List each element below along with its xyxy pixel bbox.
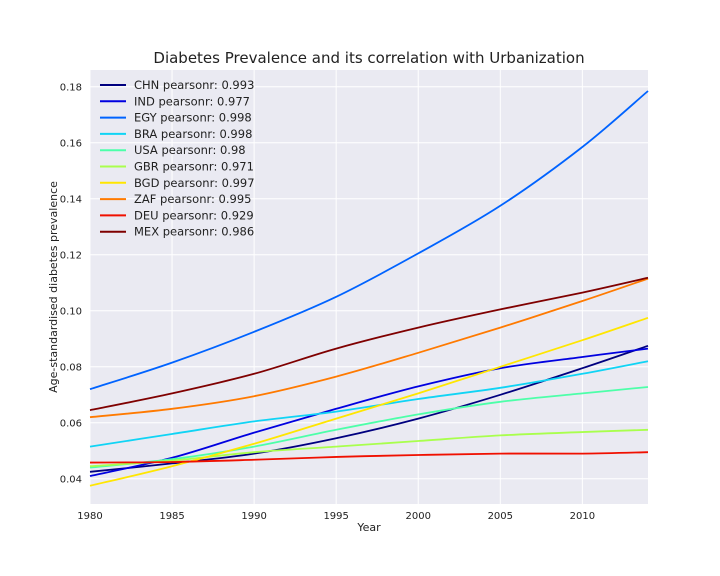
series-line-zaf [89, 277, 649, 419]
series-line-usa [89, 386, 649, 469]
x-tick-label: 1985 [159, 511, 184, 522]
legend-label: ZAF pearsonr: 0.995 [134, 192, 251, 206]
legend-label: GBR pearsonr: 0.971 [134, 160, 254, 174]
y-axis-label: Age-standardised diabetes prevalence [47, 181, 60, 393]
series-line-mex [89, 276, 649, 412]
y-tick-label: 0.10 [60, 306, 82, 317]
y-tick-label: 0.04 [60, 474, 82, 485]
series-line-ind [89, 347, 649, 477]
series-line-bra [89, 360, 649, 448]
series-layer [89, 90, 649, 487]
x-tick-label: 1995 [323, 511, 348, 522]
x-axis-label: Year [356, 521, 381, 534]
legend-label: MEX pearsonr: 0.986 [134, 225, 254, 239]
chart-title: Diabetes Prevalence and its correlation … [153, 49, 584, 67]
series-line-deu [89, 451, 649, 464]
legend-label: EGY pearsonr: 0.998 [134, 111, 252, 125]
legend-label: DEU pearsonr: 0.929 [134, 208, 254, 222]
legend-label: BRA pearsonr: 0.998 [134, 127, 252, 141]
x-tick-label: 2000 [406, 511, 431, 522]
x-tick-label: 2010 [570, 511, 595, 522]
y-tick-label: 0.06 [60, 418, 82, 429]
series-line-egy [89, 90, 649, 391]
y-tick-label: 0.18 [60, 82, 82, 93]
series-line-gbr [89, 428, 649, 468]
x-tick-label: 2005 [488, 511, 513, 522]
x-tick-label: 1990 [241, 511, 266, 522]
y-tick-label: 0.16 [60, 138, 82, 149]
legend: CHN pearsonr: 0.993 IND pearsonr: 0.977 EG… [100, 78, 255, 239]
legend-label: IND pearsonr: 0.977 [134, 94, 250, 108]
legend-label: CHN pearsonr: 0.993 [134, 78, 254, 92]
y-tick-label: 0.12 [60, 250, 82, 261]
tick-labels: 1980 1985 1990 1995 2000 2005 2010 0.04 0.06 0.08… [60, 82, 595, 522]
y-tick-label: 0.08 [60, 362, 82, 373]
y-tick-label: 0.14 [60, 194, 82, 205]
legend-label: BGD pearsonr: 0.997 [134, 176, 255, 190]
legend-label: USA pearsonr: 0.98 [134, 143, 246, 157]
series-line-bgd [89, 316, 649, 487]
x-tick-label: 1980 [77, 511, 102, 522]
